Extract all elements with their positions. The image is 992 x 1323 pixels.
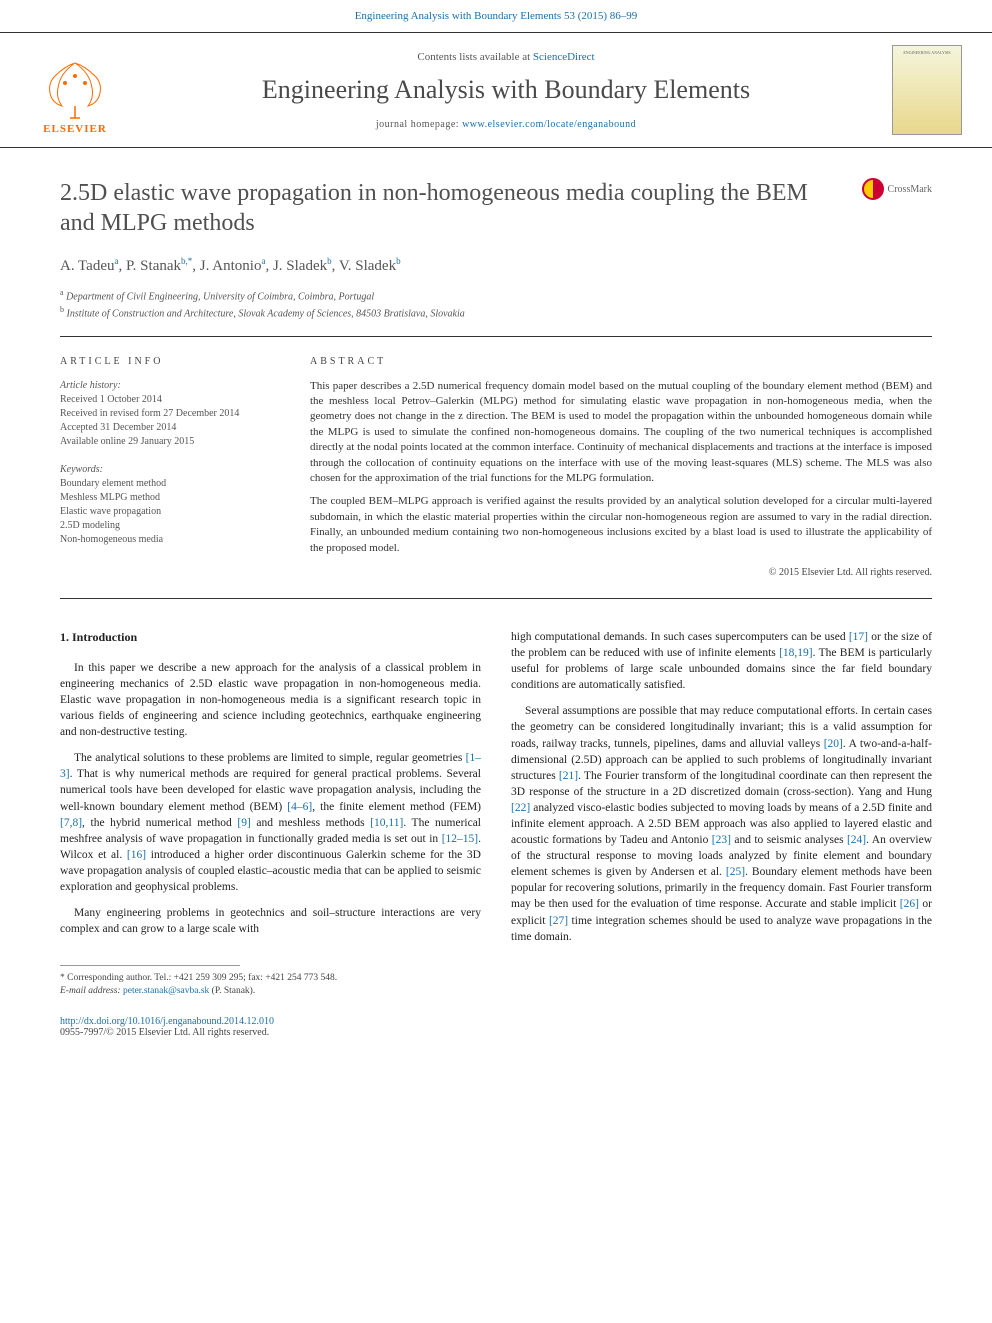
homepage-line: journal homepage: www.elsevier.com/locat… bbox=[140, 119, 872, 130]
lists-prefix: Contents lists available at bbox=[417, 51, 532, 63]
homepage-prefix: journal homepage: bbox=[376, 119, 462, 130]
ref-link[interactable]: [9] bbox=[237, 817, 250, 829]
section-1-heading: 1. Introduction bbox=[60, 629, 481, 646]
body-columns: 1. Introduction In this paper we describ… bbox=[0, 599, 992, 965]
keyword: Boundary element method bbox=[60, 477, 270, 491]
ref-link[interactable]: [17] bbox=[849, 631, 868, 643]
journal-name: Engineering Analysis with Boundary Eleme… bbox=[140, 75, 872, 105]
running-header: Engineering Analysis with Boundary Eleme… bbox=[0, 0, 992, 32]
ref-link[interactable]: [25] bbox=[726, 866, 745, 878]
left-column: 1. Introduction In this paper we describ… bbox=[60, 629, 481, 955]
keywords-label: Keywords: bbox=[60, 463, 270, 477]
affiliations: a Department of Civil Engineering, Unive… bbox=[0, 283, 992, 336]
email-label: E-mail address: bbox=[60, 986, 123, 996]
info-abstract-row: ARTICLE INFO Article history: Received 1… bbox=[60, 336, 932, 599]
doi-link[interactable]: http://dx.doi.org/10.1016/j.enganabound.… bbox=[60, 1016, 274, 1027]
masthead: ELSEVIER Contents lists available at Sci… bbox=[0, 32, 992, 148]
elsevier-logo: ELSEVIER bbox=[30, 45, 120, 135]
homepage-link[interactable]: www.elsevier.com/locate/enganabound bbox=[462, 119, 636, 130]
abstract: ABSTRACT This paper describes a 2.5D num… bbox=[310, 355, 932, 580]
sciencedirect-line: Contents lists available at ScienceDirec… bbox=[140, 51, 872, 63]
ref-link[interactable]: [24] bbox=[847, 834, 866, 846]
accepted-date: Accepted 31 December 2014 bbox=[60, 421, 270, 435]
intro-p3: Many engineering problems in geotechnics… bbox=[60, 905, 481, 937]
ref-link[interactable]: [26] bbox=[900, 898, 919, 910]
crossmark-label: CrossMark bbox=[888, 184, 932, 195]
affiliation-b: b Institute of Construction and Architec… bbox=[60, 304, 932, 321]
online-date: Available online 29 January 2015 bbox=[60, 435, 270, 449]
ref-link[interactable]: [27] bbox=[549, 915, 568, 927]
ref-link[interactable]: [10,11] bbox=[370, 817, 403, 829]
ref-link[interactable]: [7,8] bbox=[60, 817, 82, 829]
article-info: ARTICLE INFO Article history: Received 1… bbox=[60, 355, 270, 580]
intro-p5: Several assumptions are possible that ma… bbox=[511, 703, 932, 944]
ref-link[interactable]: [22] bbox=[511, 802, 530, 814]
masthead-center: Contents lists available at ScienceDirec… bbox=[140, 51, 872, 130]
ref-link[interactable]: [21] bbox=[559, 770, 578, 782]
corresponding-author: * Corresponding author. Tel.: +421 259 3… bbox=[60, 972, 932, 985]
keyword: 2.5D modeling bbox=[60, 519, 270, 533]
ref-link[interactable]: [16] bbox=[127, 849, 146, 861]
elsevier-tree-icon bbox=[40, 58, 110, 123]
ref-link[interactable]: [4–6] bbox=[287, 801, 312, 813]
journal-cover-thumbnail: ENGINEERING ANALYSIS bbox=[892, 45, 962, 135]
elsevier-brand-text: ELSEVIER bbox=[43, 123, 107, 135]
paper-title: 2.5D elastic wave propagation in non-hom… bbox=[60, 178, 842, 238]
keyword: Elastic wave propagation bbox=[60, 505, 270, 519]
issn-copyright: 0955-7997/© 2015 Elsevier Ltd. All right… bbox=[60, 1027, 932, 1038]
doi-block: http://dx.doi.org/10.1016/j.enganabound.… bbox=[0, 1008, 992, 1058]
right-column: high computational demands. In such case… bbox=[511, 629, 932, 955]
email-suffix: (P. Stanak). bbox=[209, 986, 255, 996]
ref-link[interactable]: [18,19] bbox=[779, 647, 813, 659]
keyword: Meshless MLPG method bbox=[60, 491, 270, 505]
affiliation-a: a Department of Civil Engineering, Unive… bbox=[60, 287, 932, 304]
title-block: 2.5D elastic wave propagation in non-hom… bbox=[0, 148, 992, 248]
crossmark-badge[interactable]: CrossMark bbox=[862, 178, 932, 200]
keyword: Non-homogeneous media bbox=[60, 533, 270, 547]
abstract-p1: This paper describes a 2.5D numerical fr… bbox=[310, 379, 932, 487]
authors-line: A. Tadeua, P. Stanakb,*, J. Antonioa, J.… bbox=[0, 248, 992, 283]
abstract-p2: The coupled BEM–MLPG approach is verifie… bbox=[310, 494, 932, 556]
article-info-heading: ARTICLE INFO bbox=[60, 355, 270, 369]
citation-text: Engineering Analysis with Boundary Eleme… bbox=[355, 10, 638, 22]
ref-link[interactable]: [12–15] bbox=[442, 833, 478, 845]
intro-p4: high computational demands. In such case… bbox=[511, 629, 932, 693]
intro-p1: In this paper we describe a new approach… bbox=[60, 660, 481, 740]
email-line: E-mail address: peter.stanak@savba.sk (P… bbox=[60, 985, 932, 998]
sciencedirect-link[interactable]: ScienceDirect bbox=[533, 51, 595, 63]
intro-p2: The analytical solutions to these proble… bbox=[60, 750, 481, 895]
abstract-copyright: © 2015 Elsevier Ltd. All rights reserved… bbox=[310, 566, 932, 580]
revised-date: Received in revised form 27 December 201… bbox=[60, 407, 270, 421]
footnotes: * Corresponding author. Tel.: +421 259 3… bbox=[0, 966, 992, 1009]
email-link[interactable]: peter.stanak@savba.sk bbox=[123, 986, 209, 996]
received-date: Received 1 October 2014 bbox=[60, 393, 270, 407]
ref-link[interactable]: [20] bbox=[824, 738, 843, 750]
crossmark-icon bbox=[862, 178, 884, 200]
abstract-heading: ABSTRACT bbox=[310, 355, 932, 369]
history-label: Article history: bbox=[60, 379, 270, 393]
ref-link[interactable]: [23] bbox=[712, 834, 731, 846]
